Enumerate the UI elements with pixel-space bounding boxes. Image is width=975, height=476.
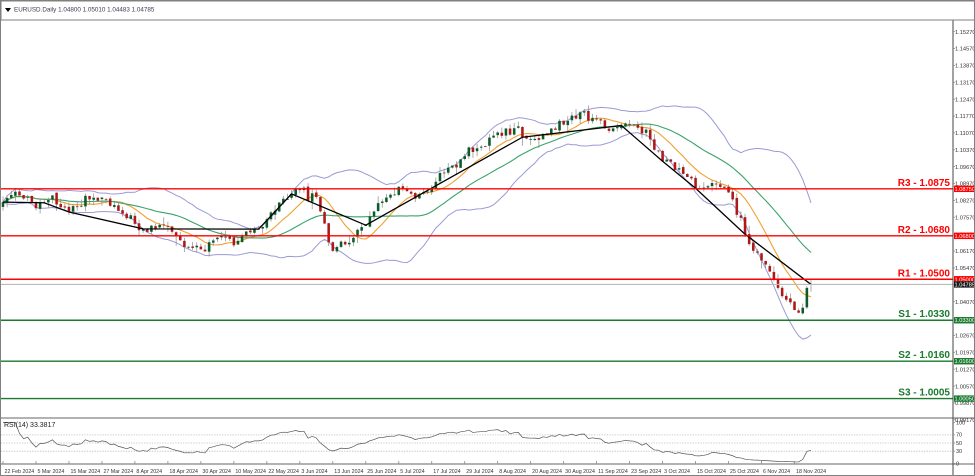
svg-text:1.11070: 1.11070 (955, 131, 975, 137)
svg-text:RSI(14) 33.3817: RSI(14) 33.3817 (4, 422, 55, 429)
svg-text:11 Sep 2024: 11 Sep 2024 (598, 469, 628, 475)
svg-text:0: 0 (956, 461, 959, 467)
svg-text:1.06170: 1.06170 (955, 249, 975, 255)
svg-text:1.13870: 1.13870 (955, 64, 975, 70)
svg-text:1.01970: 1.01970 (955, 351, 975, 357)
svg-text:25 Oct 2024: 25 Oct 2024 (730, 469, 759, 475)
svg-text:1.01270: 1.01270 (955, 367, 975, 373)
svg-text:15 Oct 2024: 15 Oct 2024 (697, 469, 726, 475)
svg-text:1.11770: 1.11770 (955, 114, 975, 120)
svg-text:1.05470: 1.05470 (955, 266, 975, 272)
svg-text:30 Apr 2024: 30 Apr 2024 (202, 469, 231, 475)
svg-text:17 Jul 2024: 17 Jul 2024 (433, 469, 460, 475)
svg-text:1.07570: 1.07570 (955, 215, 975, 221)
svg-text:1.02670: 1.02670 (955, 334, 975, 340)
svg-text:25 Jun 2024: 25 Jun 2024 (367, 469, 396, 475)
svg-text:EURUSD.Daily 1.04800 1.05010: EURUSD.Daily 1.04800 1.05010 1.04483 1.0… (14, 7, 155, 14)
svg-text:1.00050: 1.00050 (954, 397, 975, 403)
svg-text:1.01600: 1.01600 (954, 359, 975, 365)
svg-text:15 Mar 2024: 15 Mar 2024 (70, 469, 100, 475)
svg-text:5 Mar 2024: 5 Mar 2024 (37, 469, 64, 475)
svg-text:22 May 2024: 22 May 2024 (268, 469, 299, 475)
svg-text:1.03300: 1.03300 (954, 318, 975, 324)
svg-text:100: 100 (956, 420, 965, 426)
svg-text:1.08750: 1.08750 (954, 187, 975, 193)
svg-text:S3 - 1.0005: S3 - 1.0005 (898, 388, 950, 399)
svg-text:1.13170: 1.13170 (955, 80, 975, 86)
svg-text:1.06800: 1.06800 (954, 234, 975, 240)
svg-text:1.15270: 1.15270 (955, 30, 975, 36)
svg-text:6 Nov 2024: 6 Nov 2024 (763, 469, 790, 475)
svg-text:13 Jun 2024: 13 Jun 2024 (334, 469, 363, 475)
svg-text:1.04785: 1.04785 (954, 282, 975, 288)
svg-text:S1 - 1.0330: S1 - 1.0330 (898, 309, 950, 320)
svg-text:1.04070: 1.04070 (955, 300, 975, 306)
svg-text:10 May 2024: 10 May 2024 (235, 469, 266, 475)
svg-text:18 Nov 2024: 18 Nov 2024 (796, 469, 826, 475)
svg-text:5 Jul 2024: 5 Jul 2024 (400, 469, 424, 475)
svg-text:1.10370: 1.10370 (955, 148, 975, 154)
svg-text:1.00570: 1.00570 (955, 384, 975, 390)
svg-text:20 Aug 2024: 20 Aug 2024 (532, 469, 562, 475)
svg-text:23 Sep 2024: 23 Sep 2024 (631, 469, 661, 475)
svg-text:R2 - 1.0680: R2 - 1.0680 (898, 225, 951, 236)
svg-text:1.09670: 1.09670 (955, 165, 975, 171)
svg-text:3 Oct 2024: 3 Oct 2024 (664, 469, 690, 475)
svg-text:30 Aug 2024: 30 Aug 2024 (565, 469, 595, 475)
svg-text:1.08270: 1.08270 (955, 199, 975, 205)
svg-text:30: 30 (956, 449, 962, 455)
svg-text:3 Jun 2024: 3 Jun 2024 (301, 469, 327, 475)
svg-text:50: 50 (956, 441, 962, 447)
svg-text:29 Jul 2024: 29 Jul 2024 (466, 469, 493, 475)
svg-text:22 Feb 2024: 22 Feb 2024 (5, 469, 35, 475)
svg-text:70: 70 (956, 433, 962, 439)
svg-text:1.14570: 1.14570 (955, 47, 975, 53)
svg-text:S2 - 1.0160: S2 - 1.0160 (898, 350, 950, 361)
svg-text:27 Mar 2024: 27 Mar 2024 (103, 469, 133, 475)
svg-text:1.12470: 1.12470 (955, 97, 975, 103)
svg-text:8 Aug 2024: 8 Aug 2024 (499, 469, 526, 475)
svg-text:R1 - 1.0500: R1 - 1.0500 (898, 268, 951, 279)
svg-text:8 Apr 2024: 8 Apr 2024 (136, 469, 162, 475)
svg-text:R3 - 1.0875: R3 - 1.0875 (898, 178, 951, 189)
svg-text:18 Apr 2024: 18 Apr 2024 (169, 469, 198, 475)
